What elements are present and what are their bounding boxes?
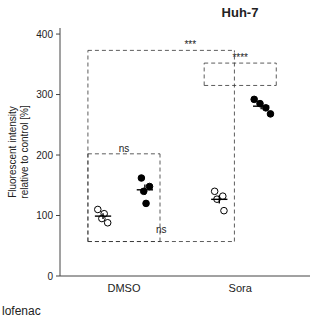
sem-bar bbox=[144, 184, 145, 195]
y-tick bbox=[56, 276, 60, 277]
point bbox=[251, 96, 258, 103]
point bbox=[94, 206, 101, 213]
point bbox=[143, 200, 150, 207]
point bbox=[211, 188, 218, 195]
point bbox=[267, 111, 274, 118]
y-axis-label: Fluorescent intensityrelative to control… bbox=[7, 105, 30, 199]
bracket-line bbox=[276, 63, 277, 85]
point bbox=[138, 175, 145, 182]
annotation: **** bbox=[232, 52, 248, 63]
y-tick bbox=[56, 94, 60, 95]
y-axis-label-line: Fluorescent intensity bbox=[7, 106, 18, 198]
x-tick-label: DMSO bbox=[107, 282, 140, 294]
y-tick bbox=[56, 155, 60, 156]
footnote: lofenac bbox=[2, 304, 41, 318]
y-tick-label: 0 bbox=[47, 271, 53, 282]
sem-bar bbox=[260, 103, 261, 109]
point bbox=[221, 207, 228, 214]
x-tick-label: Sora bbox=[229, 282, 253, 294]
bracket-line bbox=[204, 85, 276, 86]
plot-area bbox=[88, 50, 276, 241]
bracket-line bbox=[204, 63, 205, 85]
y-axis-label-line: relative to control [%] bbox=[19, 105, 30, 199]
annotation: ns bbox=[119, 143, 130, 154]
bracket-line bbox=[88, 50, 235, 51]
title: Huh-7 bbox=[222, 5, 259, 20]
annotation: *** bbox=[184, 39, 196, 50]
y-tick bbox=[56, 215, 60, 216]
y-axis bbox=[60, 28, 61, 276]
point bbox=[104, 219, 111, 226]
chart: 0 100 200 300 400 DMSO Sora Fluorescent intensi… bbox=[0, 0, 320, 320]
bracket-line bbox=[88, 241, 235, 242]
point bbox=[146, 183, 153, 190]
bracket-line bbox=[88, 241, 160, 242]
annotation: ns bbox=[156, 224, 167, 235]
bracket-line bbox=[234, 50, 235, 241]
sem-bar bbox=[102, 213, 103, 219]
y-tick-label: 300 bbox=[36, 89, 53, 100]
sem-bar bbox=[219, 195, 220, 203]
y-tick-label: 400 bbox=[36, 29, 53, 40]
point bbox=[140, 188, 147, 195]
y-tick bbox=[56, 34, 60, 35]
bracket-line bbox=[87, 154, 88, 242]
bracket-line bbox=[87, 50, 88, 241]
x-axis bbox=[60, 276, 310, 277]
y-tick-label: 200 bbox=[36, 150, 53, 161]
y-tick-label: 100 bbox=[36, 210, 53, 221]
